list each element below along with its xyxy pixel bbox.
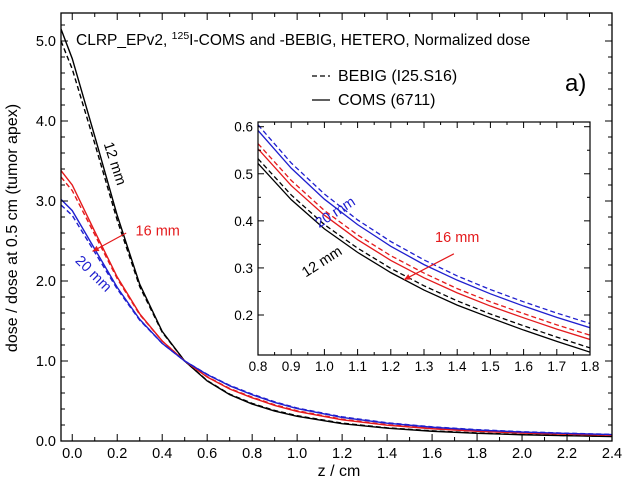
inset-series-line-16-mm-coms [258, 148, 590, 341]
inset-arrow-shaft [403, 253, 455, 281]
inset-x-tick-label: 1.6 [514, 359, 533, 374]
y-tick-label: 5.0 [36, 34, 56, 50]
inset-x-tick-label: 1.7 [547, 359, 566, 374]
inset-y-tick-label: 0.2 [234, 308, 253, 323]
title-prefix: CLRP_EPv2, [76, 32, 172, 49]
x-tick-label: 2.4 [602, 446, 622, 462]
x-tick-label: 2.2 [557, 446, 577, 462]
inset-x-tick-label: 1.8 [581, 359, 600, 374]
inset-x-tick-label: 1.4 [448, 359, 467, 374]
inset-y-tick-label: 0.3 [234, 261, 253, 276]
inset-series-line-20-mm-bebig [258, 124, 590, 325]
inset-x-tick-label: 0.8 [249, 359, 268, 374]
inset-series-line-12-mm-bebig [258, 158, 590, 349]
chart-title: CLRP_EPv2, 125I-COMS and -BEBIG, HETERO,… [76, 30, 530, 49]
curve-label-16-mm: 16 mm [136, 223, 180, 239]
title-isotope-superscript: 125 [172, 30, 190, 42]
x-tick-label: 0.4 [152, 446, 172, 462]
series-line-12-mm-bebig [61, 40, 612, 438]
inset-x-tick-label: 1.5 [481, 359, 500, 374]
x-tick-label: 1.8 [467, 446, 487, 462]
x-axis-label: z / cm [318, 463, 361, 480]
series-line-20-mm-bebig [61, 204, 612, 436]
y-tick-label: 0.0 [36, 434, 56, 450]
series-line-16-mm-bebig [61, 176, 612, 436]
inset-series-line-12-mm-coms [258, 162, 590, 353]
y-tick-label: 1.0 [36, 354, 56, 370]
inset-x-tick-label: 0.9 [282, 359, 301, 374]
x-tick-label: 1.0 [287, 446, 307, 462]
inset-curve-label-16-mm: 16 mm [435, 230, 479, 246]
x-tick-label: 0.8 [242, 446, 262, 462]
x-tick-label: 1.2 [332, 446, 352, 462]
curve-label-12-mm: 12 mm [100, 140, 129, 187]
x-tick-label: 1.4 [377, 446, 397, 462]
x-tick-label: 0.6 [197, 446, 217, 462]
inset-plot-series [258, 124, 590, 353]
main-plot-series [61, 28, 612, 438]
inset-x-tick-label: 1.1 [348, 359, 367, 374]
inset-x-tick-label: 1.0 [315, 359, 334, 374]
y-axis-label: dose / dose at 0.5 cm (tumor apex) [4, 104, 21, 352]
y-tick-label: 2.0 [36, 274, 56, 290]
inset-x-tick-label: 1.2 [381, 359, 400, 374]
inset-y-tick-label: 0.5 [234, 167, 253, 182]
panel-label: a) [565, 70, 586, 97]
inset-y-tick-label: 0.6 [234, 120, 253, 135]
inset-background [258, 122, 590, 355]
inset-y-tick-label: 0.4 [234, 214, 253, 229]
main-plot-frame [60, 12, 613, 442]
x-tick-label: 1.6 [422, 446, 442, 462]
legend-label-coms: COMS (6711) [338, 92, 436, 109]
main-arrow-head [92, 245, 100, 252]
inset-arrow-head [404, 274, 412, 280]
x-tick-label: 0.0 [62, 446, 82, 462]
title-suffix: I-COMS and -BEBIG, HETERO, Normalized do… [189, 32, 530, 49]
legend-label-bebig: BEBIG (I25.S16) [338, 68, 457, 85]
y-tick-label: 4.0 [36, 114, 56, 130]
inset-series-line-16-mm-bebig [258, 143, 590, 336]
main-arrow-shaft [92, 232, 127, 252]
x-tick-label: 0.2 [107, 446, 127, 462]
x-tick-label: 2.0 [512, 446, 532, 462]
y-tick-label: 3.0 [36, 194, 56, 210]
inset-x-tick-label: 1.3 [415, 359, 434, 374]
inset-series-line-20-mm-coms [258, 130, 590, 329]
